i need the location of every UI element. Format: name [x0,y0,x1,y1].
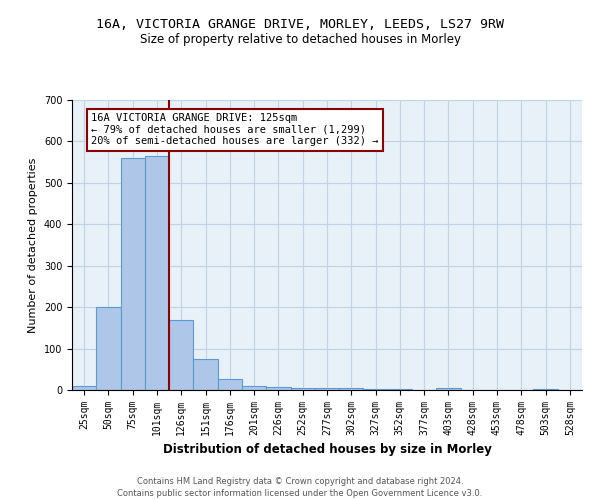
Bar [242,386,266,390]
Bar [121,158,145,390]
Bar [266,387,290,390]
Y-axis label: Number of detached properties: Number of detached properties [28,158,38,332]
Bar [436,388,461,390]
Bar [315,388,339,390]
Bar [339,388,364,390]
X-axis label: Distribution of detached houses by size in Morley: Distribution of detached houses by size … [163,444,491,456]
Bar [364,389,388,390]
Bar [72,386,96,390]
Text: 16A, VICTORIA GRANGE DRIVE, MORLEY, LEEDS, LS27 9RW: 16A, VICTORIA GRANGE DRIVE, MORLEY, LEED… [96,18,504,30]
Bar [145,156,169,390]
Text: Contains public sector information licensed under the Open Government Licence v3: Contains public sector information licen… [118,489,482,498]
Bar [169,320,193,390]
Text: Size of property relative to detached houses in Morley: Size of property relative to detached ho… [139,32,461,46]
Text: Contains HM Land Registry data © Crown copyright and database right 2024.: Contains HM Land Registry data © Crown c… [137,478,463,486]
Bar [533,389,558,390]
Text: 16A VICTORIA GRANGE DRIVE: 125sqm
← 79% of detached houses are smaller (1,299)
2: 16A VICTORIA GRANGE DRIVE: 125sqm ← 79% … [91,114,379,146]
Bar [290,388,315,390]
Bar [96,307,121,390]
Bar [193,359,218,390]
Bar [218,379,242,390]
Bar [388,389,412,390]
